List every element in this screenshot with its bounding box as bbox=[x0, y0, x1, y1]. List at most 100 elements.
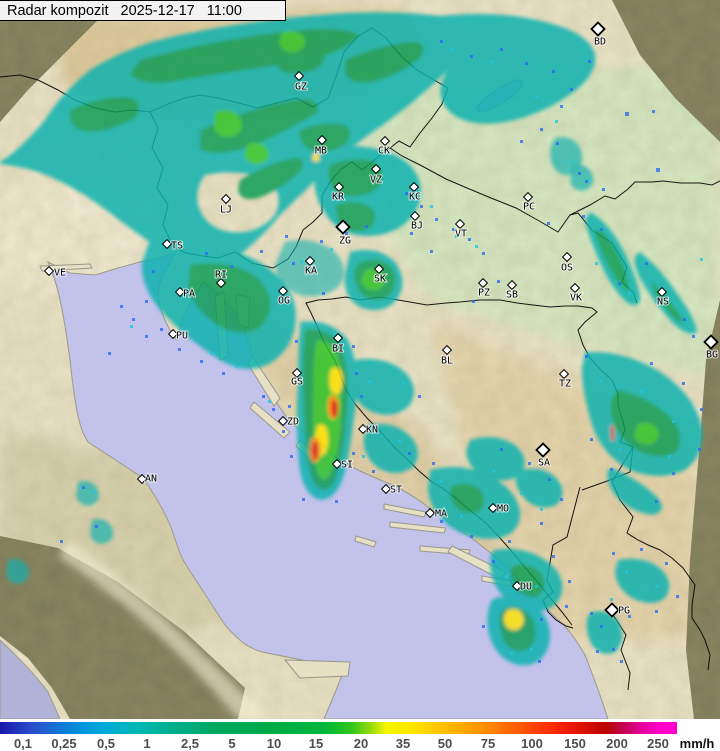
city-label-an: AN bbox=[145, 474, 157, 485]
city-marker-bg bbox=[703, 334, 719, 350]
city-label-ts: TS bbox=[171, 241, 183, 252]
city-marker-si bbox=[331, 458, 343, 470]
city-label-bg: BG bbox=[706, 350, 718, 361]
city-marker-vt bbox=[454, 218, 466, 230]
city-label-bl: BL bbox=[441, 356, 453, 367]
city-label-ka: KA bbox=[305, 266, 317, 277]
legend-tick: 150 bbox=[564, 736, 586, 751]
legend-tick: 75 bbox=[480, 736, 496, 751]
city-label-gz: GZ bbox=[295, 82, 307, 93]
city-marker-lj bbox=[220, 193, 232, 205]
range-ring-band bbox=[58, 540, 268, 719]
city-label-sa: SA bbox=[538, 458, 550, 469]
legend-tick: 20 bbox=[353, 736, 369, 751]
city-label-bi: BI bbox=[332, 344, 344, 355]
city-label-og: OG bbox=[278, 296, 290, 307]
city-label-zd: ZD bbox=[287, 417, 299, 428]
city-label-st: ST bbox=[390, 485, 402, 496]
city-marker-ma bbox=[424, 507, 436, 519]
legend-tick: 1 bbox=[143, 736, 151, 751]
city-label-sb: SB bbox=[506, 290, 518, 301]
city-marker-ck bbox=[379, 135, 391, 147]
city-marker-sa bbox=[535, 442, 551, 458]
legend-tick: 200 bbox=[606, 736, 628, 751]
city-marker-zg bbox=[335, 219, 351, 235]
city-marker-pa bbox=[174, 286, 186, 298]
city-label-gs: GS bbox=[291, 377, 303, 388]
city-marker-pz bbox=[477, 277, 489, 289]
map-time: 11:00 bbox=[206, 2, 242, 19]
radar-map: GZ BD MB CK VZ KR KC BJ PC VT LJ ZG TS VE RI KA SK OS PZ SB… bbox=[0, 0, 720, 719]
city-marker-pg bbox=[604, 602, 620, 618]
city-label-mb: MB bbox=[315, 146, 327, 157]
city-marker-mb bbox=[316, 134, 328, 146]
city-marker-bj bbox=[409, 210, 421, 222]
legend-tick: 10 bbox=[266, 736, 282, 751]
map-date: 2025-12-17 bbox=[120, 2, 195, 19]
city-label-kn: KN bbox=[366, 425, 378, 436]
city-label-ck: CK bbox=[378, 146, 390, 157]
city-marker-du bbox=[511, 580, 523, 592]
city-label-vk: VK bbox=[570, 293, 582, 304]
city-label-kc: KC bbox=[409, 192, 421, 203]
city-marker-sb bbox=[506, 279, 518, 291]
city-marker-tz bbox=[558, 368, 570, 380]
legend-tick: 35 bbox=[395, 736, 411, 751]
city-marker-bi bbox=[332, 332, 344, 344]
city-label-mo: MO bbox=[497, 504, 509, 515]
city-label-ns: NS bbox=[657, 297, 669, 308]
city-label-tz: TZ bbox=[559, 379, 571, 390]
legend-colorbar bbox=[0, 722, 677, 734]
city-label-os: OS bbox=[561, 263, 573, 274]
city-marker-ri bbox=[215, 277, 227, 289]
city-label-kr: KR bbox=[332, 192, 345, 203]
city-label-pa: PA bbox=[183, 289, 195, 300]
legend-tick: 0,25 bbox=[51, 736, 77, 751]
city-label-pz: PZ bbox=[478, 288, 490, 299]
city-label-ma: MA bbox=[435, 509, 447, 520]
city-label-pg: PG bbox=[618, 606, 630, 617]
legend-tick: 2,5 bbox=[180, 736, 200, 751]
city-label-vz: VZ bbox=[370, 175, 382, 186]
city-label-sk: SK bbox=[374, 274, 386, 285]
map-title: Radar kompozit bbox=[7, 2, 109, 19]
legend-tick: 0,1 bbox=[13, 736, 33, 751]
city-marker-ns bbox=[656, 286, 668, 298]
city-marker-kc bbox=[408, 181, 420, 193]
city-marker-gz bbox=[293, 70, 305, 82]
radar-map-canvas: GZ BD MB CK VZ KR KC BJ PC VT LJ ZG TS VE RI KA SK OS PZ SB… bbox=[0, 0, 720, 719]
legend-tick: 0,5 bbox=[96, 736, 116, 751]
city-marker-ve bbox=[43, 265, 55, 277]
city-marker-vz bbox=[370, 163, 382, 175]
city-label-ve: VE bbox=[54, 268, 66, 279]
city-marker-bd bbox=[590, 21, 606, 37]
city-label-zg: ZG bbox=[339, 236, 351, 247]
city-label-pc: PC bbox=[523, 202, 535, 213]
title-bar: Radar kompozit 2025-12-17 11:00 bbox=[0, 0, 286, 21]
legend-tick: 250 bbox=[647, 736, 669, 751]
legend-tick: 5 bbox=[228, 736, 236, 751]
legend-unit: mm/h bbox=[679, 736, 715, 751]
legend-tick: 15 bbox=[308, 736, 324, 751]
city-marker-pc bbox=[522, 191, 534, 203]
city-label-ri: RI bbox=[215, 270, 227, 281]
city-label-pu: PU bbox=[176, 331, 188, 342]
legend-tick: 100 bbox=[521, 736, 543, 751]
city-label-si: SI bbox=[341, 460, 353, 471]
city-marker-sk bbox=[373, 263, 385, 275]
city-marker-mo bbox=[487, 502, 499, 514]
city-marker-kn bbox=[357, 423, 369, 435]
legend-tick: 50 bbox=[437, 736, 453, 751]
city-marker-an bbox=[136, 473, 148, 485]
city-marker-zd bbox=[277, 415, 289, 427]
city-marker-ts bbox=[161, 238, 173, 250]
city-marker-og bbox=[277, 285, 289, 297]
city-marker-st bbox=[380, 483, 392, 495]
city-label-du: DU bbox=[520, 582, 532, 593]
city-marker-bl bbox=[441, 344, 453, 356]
city-label-vt: VT bbox=[455, 229, 467, 240]
city-marker-gs bbox=[291, 367, 303, 379]
city-marker-ka bbox=[304, 255, 316, 267]
city-markers: GZ BD MB CK VZ KR KC BJ PC VT LJ ZG TS VE RI KA SK OS PZ SB… bbox=[43, 21, 719, 618]
